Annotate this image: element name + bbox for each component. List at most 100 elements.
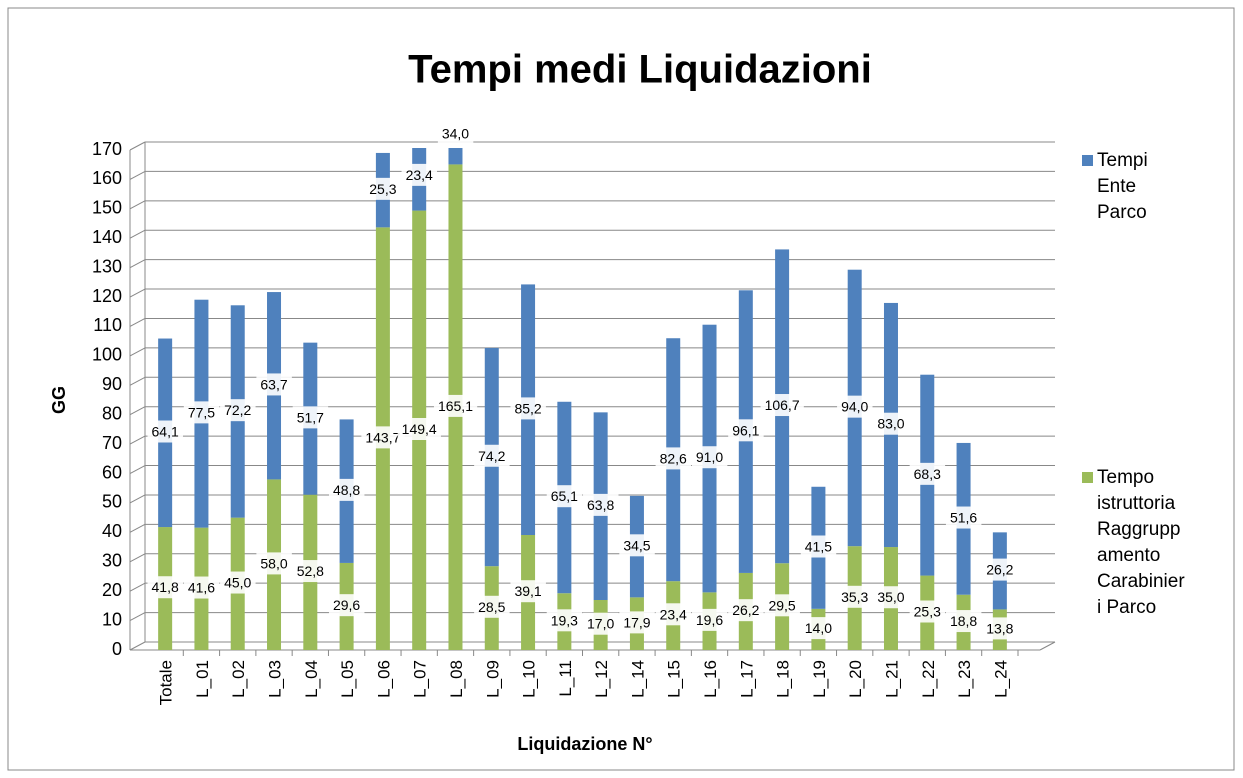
x-tick-label: L_07 [411, 660, 430, 698]
y-tick-label: 30 [102, 551, 122, 571]
y-tick-label: 100 [92, 345, 122, 365]
chart-title: Tempi medi Liquidazioni [408, 48, 872, 92]
data-label-box [147, 420, 183, 443]
data-label-box [873, 586, 909, 609]
x-tick-label: L_04 [302, 660, 321, 698]
data-label-box [183, 401, 220, 424]
grid-line-side [129, 376, 146, 386]
data-label: 41,5 [805, 538, 832, 554]
data-label-box [837, 585, 873, 608]
x-tick-label: L_03 [266, 660, 285, 698]
grid-line-side [129, 641, 146, 651]
x-tick-label: L_11 [556, 660, 575, 697]
x-tick-label: L_01 [193, 660, 212, 698]
data-label: 68,3 [914, 466, 941, 482]
y-axis-label: GG [49, 386, 69, 414]
data-label-box [800, 617, 837, 640]
data-label: 34,0 [442, 126, 469, 142]
data-label: 39,1 [514, 583, 541, 599]
x-tick-label: L_10 [520, 660, 539, 698]
x-tick-label: L_22 [919, 660, 938, 698]
data-label: 165,1 [438, 398, 473, 414]
data-label: 96,1 [732, 422, 759, 438]
chart-frame [7, 7, 1235, 771]
y-tick-label: 60 [102, 462, 122, 482]
data-label-box [474, 595, 510, 618]
y-tick-label: 150 [92, 198, 122, 218]
grid-line-side [129, 435, 146, 445]
data-label-box [982, 617, 1018, 640]
data-label-box [546, 609, 583, 632]
data-label-box [873, 412, 909, 435]
data-label-box [256, 373, 292, 396]
data-label: 48,8 [333, 482, 360, 498]
data-label: 74,2 [478, 448, 505, 464]
y-tick-label: 130 [92, 256, 122, 276]
data-label: 26,2 [732, 602, 759, 618]
y-tick-label: 120 [92, 286, 122, 306]
legend-swatch [1082, 472, 1093, 483]
data-label: 23,4 [406, 167, 433, 183]
data-label-box [397, 417, 441, 440]
x-tick-label: L_02 [229, 660, 248, 698]
data-label: 17,0 [587, 616, 614, 632]
data-label: 29,6 [333, 597, 360, 613]
data-label: 28,5 [478, 599, 505, 615]
y-tick-label: 0 [112, 639, 122, 659]
grid-line-side [129, 612, 146, 622]
data-label-box [256, 552, 292, 575]
y-tick-label: 80 [102, 403, 122, 423]
data-label: 91,0 [696, 449, 723, 465]
data-label: 18,8 [950, 613, 977, 629]
legend-label: Tempo istruttoria Raggruppamento Carabin… [1097, 467, 1185, 618]
grid-line-side [129, 465, 146, 474]
y-tick-label: 160 [92, 168, 122, 188]
data-label: 35,3 [841, 589, 868, 605]
data-label: 41,8 [152, 579, 179, 595]
data-label-box [800, 535, 837, 558]
bar-segment [448, 148, 463, 165]
data-label-box [583, 612, 619, 635]
data-label: 106,7 [765, 397, 800, 413]
data-label: 51,7 [297, 409, 324, 425]
data-label-box [361, 426, 405, 449]
grid-line-side [129, 523, 146, 533]
data-label-box [437, 122, 474, 145]
data-label-box [691, 608, 728, 631]
data-label: 85,2 [514, 400, 541, 416]
data-label: 25,3 [369, 181, 396, 197]
x-tick-label: L_23 [955, 660, 974, 698]
data-label: 58,0 [260, 555, 287, 571]
data-label-box [982, 558, 1018, 581]
y-tick-label: 110 [93, 315, 122, 335]
data-label: 63,8 [587, 497, 614, 513]
data-label: 14,0 [805, 620, 832, 636]
data-label-box [292, 560, 329, 583]
data-label-box [655, 447, 692, 470]
data-label-box [909, 600, 946, 623]
data-label: 94,0 [841, 399, 868, 415]
grid-line-side [129, 318, 146, 327]
data-label-box [365, 177, 401, 200]
data-label-box [945, 506, 982, 529]
data-label-box [764, 594, 800, 617]
y-tick-label: 50 [102, 492, 122, 512]
data-label: 34,5 [623, 537, 650, 553]
data-label: 143,7 [365, 429, 400, 445]
data-label: 45,0 [224, 575, 251, 591]
x-tick-label: L_09 [483, 660, 502, 698]
grid-line-side [129, 553, 146, 563]
data-label-box [691, 446, 728, 469]
y-tick-label: 40 [102, 521, 122, 541]
x-tick-label: L_18 [774, 660, 793, 698]
x-tick-label: L_24 [991, 660, 1010, 698]
data-label: 65,1 [551, 488, 578, 504]
legend-label: Tempi Ente Parco [1097, 150, 1148, 223]
grid-line-side [129, 170, 146, 180]
data-label: 19,3 [551, 612, 578, 628]
data-label-box [183, 576, 220, 599]
data-label-box [510, 580, 546, 603]
data-label-box [619, 534, 655, 557]
data-label-box [583, 493, 619, 516]
